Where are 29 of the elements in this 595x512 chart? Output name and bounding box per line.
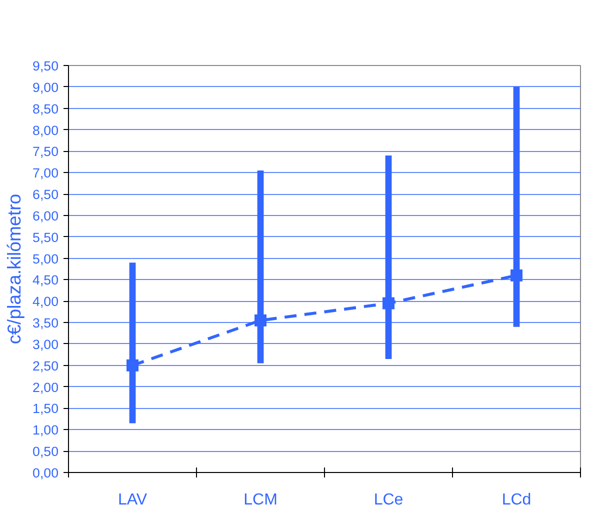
y-tick-label: 0,50 — [32, 444, 59, 460]
x-tick-label: LAV — [118, 492, 148, 508]
point — [382, 297, 394, 310]
y-tick-label: 6,50 — [32, 187, 59, 202]
y-tick-label: 3,50 — [32, 316, 59, 331]
point — [254, 314, 266, 326]
x-tick-label: LCe — [374, 492, 404, 508]
x-tick-label: LCM — [244, 492, 278, 508]
y-tick-label: 9,00 — [32, 80, 59, 95]
y-tick-label: 2,50 — [32, 358, 59, 374]
y-tick-label: 5,00 — [32, 251, 59, 266]
y-tick-label: 1,50 — [32, 401, 59, 416]
y-tick-label: 0,00 — [32, 466, 59, 480]
y-tick-label: 1,00 — [32, 422, 59, 438]
y-tick-label: 7,50 — [32, 144, 59, 160]
y-tick-label: 8,50 — [32, 101, 59, 116]
point — [126, 359, 138, 372]
y-tick-label: 8,00 — [32, 122, 59, 138]
x-tick-label: LCd — [502, 492, 532, 508]
y-axis-title: c€/plaza.kilómetro — [4, 194, 25, 344]
y-tick-label: 9,50 — [32, 58, 59, 74]
y-tick-label: 4,00 — [32, 294, 59, 310]
y-tick-label: 3,00 — [32, 336, 59, 352]
y-tick-label: 5,50 — [32, 230, 59, 245]
y-tick-label: 6,00 — [32, 208, 59, 224]
y-tick-label: 4,50 — [32, 272, 59, 288]
point — [510, 269, 522, 282]
y-tick-label: 7,00 — [32, 166, 59, 181]
y-tick-label: 2,00 — [32, 380, 59, 395]
